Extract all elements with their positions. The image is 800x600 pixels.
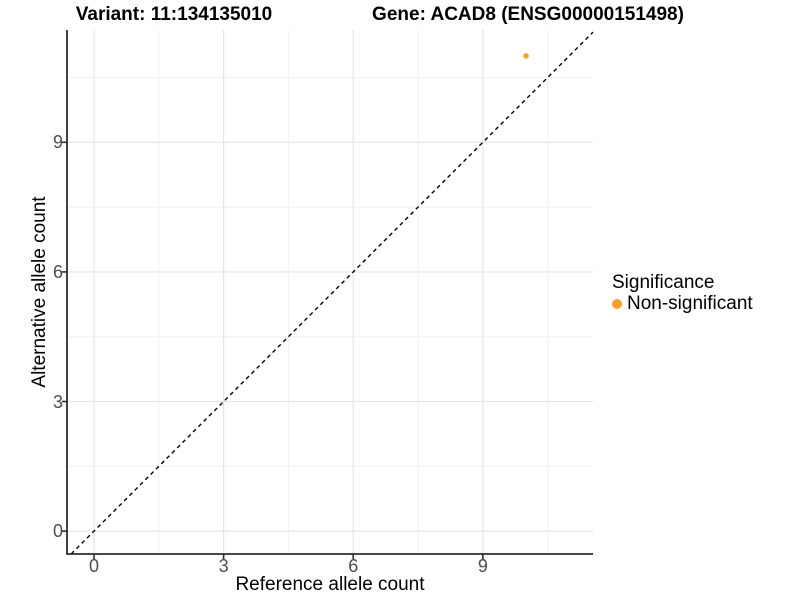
x-tick-label: 6 [348,556,359,576]
legend-title: Significance [612,272,715,293]
data-point [523,53,529,59]
x-tick-label: 3 [218,556,229,576]
legend-point-icon [612,299,622,309]
y-tick-label: 3 [52,391,63,412]
plot-title-variant: Variant: 11:134135010 [75,4,273,25]
legend-label: Non-significant [627,293,753,314]
y-tick-label: 9 [52,132,63,153]
x-axis-title: Reference allele count [235,574,425,595]
y-tick-label: 0 [52,521,63,542]
legend: Significance Non-significant [612,272,753,314]
x-tick-label: 9 [477,556,488,576]
y-axis-title: Alternative allele count [29,196,50,388]
x-tick-label: 0 [88,556,100,576]
plot-title-gene: Gene: ACAD8 (ENSG00000151498) [372,4,684,25]
identity-line [70,31,594,555]
y-tick-label: 6 [52,261,63,282]
legend-items: Non-significant [612,294,753,314]
legend-item: Non-significant [612,294,753,314]
